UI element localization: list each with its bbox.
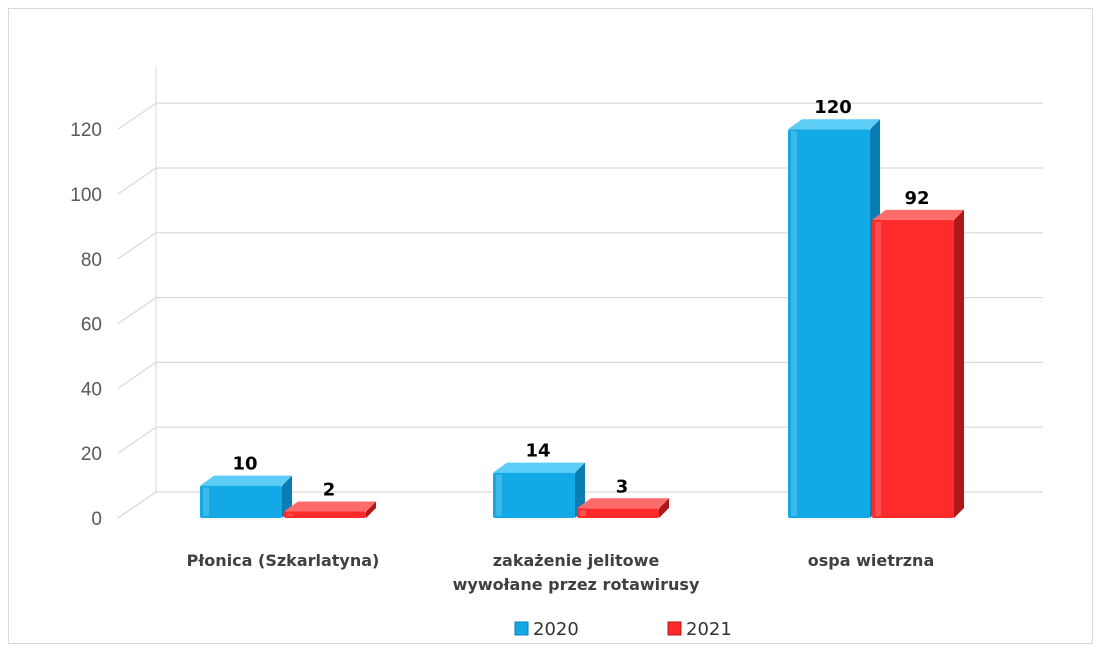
data-label: 14 [525, 441, 550, 462]
bar-side [366, 501, 376, 518]
y-tick-label: 60 [81, 315, 102, 336]
bar-top [872, 209, 964, 220]
bar-side [575, 462, 585, 518]
bar-highlight [203, 487, 209, 516]
x-tick-label: wywołane przez rotawirusy [453, 575, 700, 594]
legend-label: 2021 [686, 619, 732, 640]
bar [200, 485, 282, 518]
legend-label: 2020 [533, 619, 579, 640]
bar-side [282, 475, 292, 518]
bar-side [954, 209, 964, 519]
data-label: 92 [904, 188, 929, 209]
data-label: 10 [232, 454, 257, 475]
y-tick-label: 120 [70, 120, 102, 141]
bar-top [788, 119, 880, 130]
gridline-diagonal [117, 297, 157, 325]
legend-swatch [667, 621, 682, 636]
bar-highlight [496, 474, 502, 516]
x-tick-label: zakażenie jelitowe [493, 551, 660, 570]
gridline-diagonal [117, 167, 157, 195]
y-tick-label: 80 [81, 250, 102, 271]
x-tick-label: ospa wietrzna [808, 551, 935, 570]
bar-top [200, 475, 292, 486]
data-label: 2 [323, 480, 336, 501]
data-label: 3 [616, 476, 629, 497]
bar-highlight [875, 221, 881, 517]
bar [872, 219, 954, 519]
y-tick-label: 40 [81, 379, 102, 400]
bar-top [577, 498, 669, 509]
gridline-diagonal [117, 491, 157, 519]
bar-highlight [791, 131, 797, 516]
gridline-diagonal [117, 361, 157, 389]
legend-swatch [514, 621, 529, 636]
x-tick-label: Płonica (Szkarlatyna) [187, 551, 380, 570]
data-label: 120 [814, 97, 852, 118]
bar-top [493, 462, 585, 473]
y-tick-label: 100 [70, 185, 102, 206]
bar-side [659, 498, 669, 518]
gridline-diagonal [117, 102, 157, 130]
gridline-diagonal [117, 426, 157, 454]
y-tick-label: 20 [81, 444, 102, 465]
gridline-diagonal [117, 232, 157, 260]
y-tick-label: 0 [91, 509, 102, 530]
bar [284, 511, 366, 518]
bar [577, 508, 659, 518]
bar-highlight [580, 510, 586, 516]
bar [493, 472, 575, 518]
bar [788, 129, 870, 518]
bar-top [284, 501, 376, 512]
bar-highlight [287, 513, 293, 516]
